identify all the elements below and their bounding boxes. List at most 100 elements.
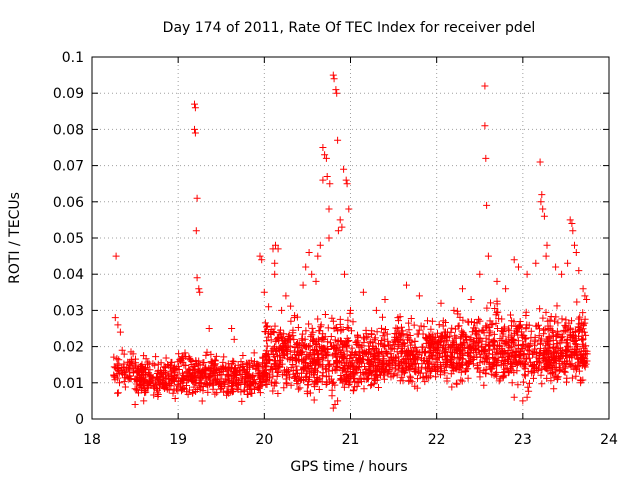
data-point [175, 366, 183, 373]
data-point [309, 369, 317, 377]
data-point [505, 327, 513, 335]
data-point [539, 205, 547, 213]
data-point [196, 288, 204, 296]
data-point [538, 191, 546, 199]
x-tick-label: 22 [428, 432, 446, 448]
data-point [485, 346, 493, 354]
data-point [555, 367, 563, 374]
data-point [410, 355, 418, 362]
data-point [273, 372, 281, 380]
data-point [120, 378, 128, 386]
data-point [408, 338, 416, 346]
x-tick-label: 21 [342, 432, 360, 448]
data-point [342, 368, 350, 376]
data-point [455, 322, 463, 330]
data-point [359, 288, 367, 296]
data-point [275, 335, 283, 343]
data-point [127, 348, 135, 356]
data-point [345, 205, 353, 213]
data-point [502, 338, 510, 346]
data-point [336, 376, 344, 384]
data-point [564, 326, 572, 334]
data-point [116, 328, 124, 336]
data-point [576, 326, 584, 333]
data-point [329, 71, 337, 79]
data-point [250, 380, 258, 388]
data-point [449, 364, 457, 372]
data-point [544, 353, 552, 361]
data-point [537, 359, 545, 367]
data-point [422, 349, 430, 357]
chart-title: Day 174 of 2011, Rate Of TEC Index for r… [163, 20, 536, 36]
data-point [558, 315, 566, 323]
data-point [331, 401, 339, 408]
data-point [138, 364, 145, 372]
data-point [360, 385, 368, 393]
data-point [436, 333, 444, 341]
data-point [380, 375, 388, 383]
data-point [540, 330, 548, 338]
data-point [349, 369, 357, 377]
data-point [242, 373, 250, 381]
data-point [193, 274, 201, 282]
data-point [476, 359, 484, 367]
data-point [326, 360, 334, 368]
data-point [508, 322, 515, 330]
data-point [289, 332, 297, 340]
data-point [190, 383, 198, 391]
data-point [274, 334, 282, 341]
data-point [305, 343, 313, 350]
data-point [319, 176, 327, 184]
data-point [521, 334, 529, 342]
data-point [134, 386, 142, 394]
data-point [499, 373, 507, 381]
data-point [490, 337, 498, 344]
data-point [298, 336, 306, 344]
data-point [410, 321, 418, 329]
data-point [504, 356, 511, 364]
data-point [312, 277, 320, 285]
data-point [337, 351, 345, 359]
data-point [478, 337, 486, 345]
data-point [270, 361, 278, 369]
data-point [487, 365, 495, 373]
data-point [392, 324, 400, 332]
data-point [581, 315, 589, 323]
data-point [526, 379, 533, 387]
data-point [136, 374, 144, 381]
data-point [240, 387, 248, 395]
data-point [390, 345, 398, 353]
data-point [203, 348, 211, 356]
data-point [332, 86, 340, 94]
data-point [579, 285, 587, 293]
data-point [414, 375, 421, 383]
data-point [253, 360, 261, 368]
data-point [566, 216, 574, 224]
data-point [490, 330, 498, 338]
data-point [272, 379, 280, 387]
data-point [519, 378, 527, 386]
data-point [415, 292, 423, 300]
data-point [547, 313, 555, 320]
data-point [532, 259, 540, 267]
data-point [133, 368, 141, 376]
data-point [332, 344, 340, 352]
data-point [523, 355, 531, 363]
data-point [181, 349, 189, 357]
data-point [404, 347, 412, 354]
data-point [154, 360, 162, 368]
data-point [442, 336, 450, 344]
data-point [512, 353, 520, 361]
data-point [246, 378, 254, 386]
data-point [577, 319, 585, 327]
data-point [325, 234, 333, 242]
data-point [572, 364, 580, 372]
data-point [558, 270, 566, 278]
x-tick-label: 24 [600, 432, 618, 448]
data-point [542, 252, 550, 260]
data-point [262, 359, 270, 367]
data-point [420, 357, 428, 364]
data-point [203, 375, 211, 383]
data-point [395, 366, 403, 374]
